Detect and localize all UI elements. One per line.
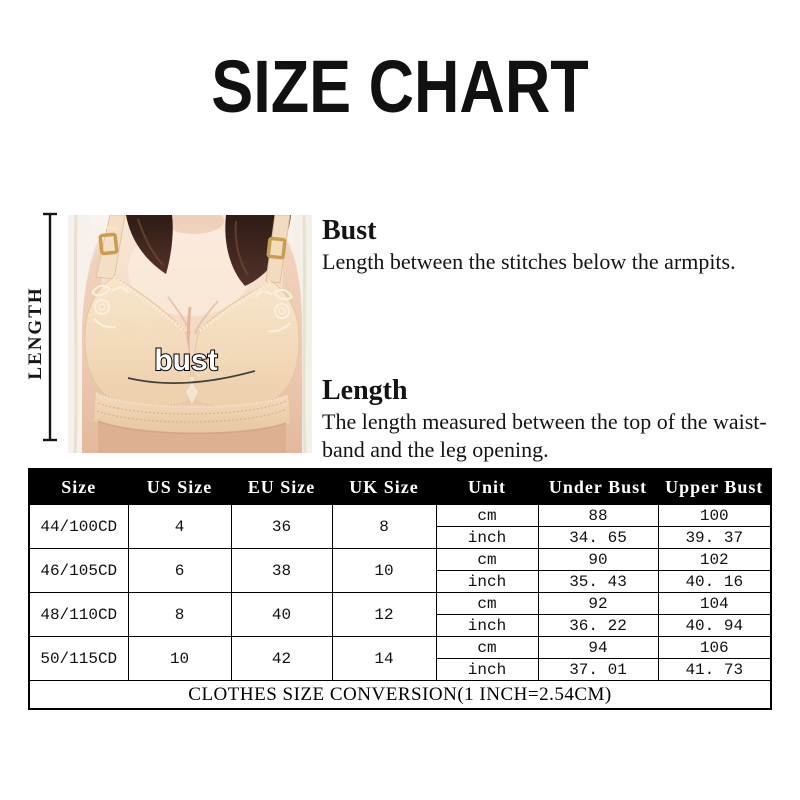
cell-eu: 40 xyxy=(230,592,333,637)
cell-size: 50/115CD xyxy=(28,636,129,681)
cell-under-inch: 37. 01 xyxy=(537,658,659,681)
bra-under-band xyxy=(94,393,290,434)
bust-measure-line xyxy=(127,370,256,384)
cell-under-inch: 35. 43 xyxy=(537,570,659,593)
table-row: 44/100CD 4 36 8 cm 88 100 xyxy=(28,504,772,549)
cell-unit-cm: cm xyxy=(435,504,539,527)
cell-upper-inch: 40. 94 xyxy=(657,614,772,637)
table-footer-row: CLOTHES SIZE CONVERSION(1 INCH=2.54CM) xyxy=(28,680,772,710)
cell-unit-cm: cm xyxy=(435,592,539,615)
conversion-note: CLOTHES SIZE CONVERSION(1 INCH=2.54CM) xyxy=(28,680,772,710)
cell-under-cm: 90 xyxy=(537,548,659,571)
cell-under-inch: 36. 22 xyxy=(537,614,659,637)
header-upper-bust: Upper Bust xyxy=(657,468,772,505)
bust-definition-heading: Bust xyxy=(322,215,377,246)
cell-us: 8 xyxy=(127,592,232,637)
cell-unit-inch: inch xyxy=(435,526,539,549)
cell-size: 44/100CD xyxy=(28,504,129,549)
cell-unit-cm: cm xyxy=(435,636,539,659)
size-table-header: Size US Size EU Size UK Size Unit Under … xyxy=(28,468,772,505)
table-row: inch 36. 22 40. 94 xyxy=(29,614,772,637)
table-row: 50/115CD 10 42 14 cm 94 106 xyxy=(28,636,772,681)
cell-under-cm: 94 xyxy=(537,636,659,659)
length-definition-heading: Length xyxy=(322,375,408,406)
cell-us: 6 xyxy=(127,548,232,593)
strap-ring-right xyxy=(266,236,287,260)
length-definition-text-line2: band and the leg opening. xyxy=(322,437,549,463)
header-under-bust: Under Bust xyxy=(537,468,659,505)
bust-definition: Bust Length between the stitches below t… xyxy=(322,215,792,276)
table-row: inch 37. 01 41. 73 xyxy=(29,658,772,681)
bust-definition-text: Length between the stitches below the ar… xyxy=(322,249,736,275)
cell-unit-inch: inch xyxy=(435,570,539,593)
center-lace-pendant xyxy=(184,375,200,407)
cell-unit-cm: cm xyxy=(435,548,539,571)
cell-eu: 42 xyxy=(230,636,333,681)
product-photo: bust xyxy=(68,208,312,454)
cell-upper-inch: 40. 16 xyxy=(657,570,772,593)
cell-size: 46/105CD xyxy=(28,548,129,593)
midriff-skin xyxy=(98,421,286,453)
cell-uk: 12 xyxy=(331,592,437,637)
header-us-size: US Size xyxy=(127,468,232,505)
header-unit: Unit xyxy=(435,468,539,505)
cell-upper-cm: 104 xyxy=(657,592,772,615)
page-title: SIZE CHART xyxy=(211,45,589,128)
cell-uk: 10 xyxy=(331,548,437,593)
header-size: Size xyxy=(28,468,129,505)
table-row: inch 35. 43 40. 16 xyxy=(29,570,772,593)
cell-size: 48/110CD xyxy=(28,592,129,637)
header-uk-size: UK Size xyxy=(331,468,437,505)
lace-applique-left xyxy=(91,284,129,329)
cell-us: 4 xyxy=(127,504,232,549)
cell-under-cm: 88 xyxy=(537,504,659,527)
table-row: 48/110CD 8 40 12 cm 92 104 xyxy=(28,592,772,637)
cell-upper-cm: 102 xyxy=(657,548,772,571)
cell-unit-inch: inch xyxy=(435,658,539,681)
cell-uk: 14 xyxy=(331,636,437,681)
cell-upper-inch: 39. 37 xyxy=(657,526,772,549)
cell-unit-inch: inch xyxy=(435,614,539,637)
strap-ring-left xyxy=(98,232,119,256)
lace-applique-right xyxy=(255,288,293,333)
cell-upper-inch: 41. 73 xyxy=(657,658,772,681)
cell-uk: 8 xyxy=(331,504,437,549)
cell-under-cm: 92 xyxy=(537,592,659,615)
cell-eu: 36 xyxy=(230,504,333,549)
bust-marker-label: bust xyxy=(154,344,217,377)
cell-under-inch: 34. 65 xyxy=(537,526,659,549)
cell-upper-cm: 106 xyxy=(657,636,772,659)
bra-photo-illustration: bust xyxy=(68,208,312,454)
table-row: 46/105CD 6 38 10 cm 90 102 xyxy=(28,548,772,593)
length-measure-line xyxy=(43,212,57,442)
header-eu-size: EU Size xyxy=(230,468,333,505)
length-axis-label: LENGTH xyxy=(25,286,46,380)
length-definition-text-line1: The length measured between the top of t… xyxy=(322,409,767,435)
lace-garlands xyxy=(126,301,258,377)
size-table: Size US Size EU Size UK Size Unit Under … xyxy=(28,468,772,710)
length-definition: Length The length measured between the t… xyxy=(322,375,792,464)
cell-eu: 38 xyxy=(230,548,333,593)
table-row: inch 34. 65 39. 37 xyxy=(29,526,772,549)
cell-us: 10 xyxy=(127,636,232,681)
cell-upper-cm: 100 xyxy=(657,504,772,527)
